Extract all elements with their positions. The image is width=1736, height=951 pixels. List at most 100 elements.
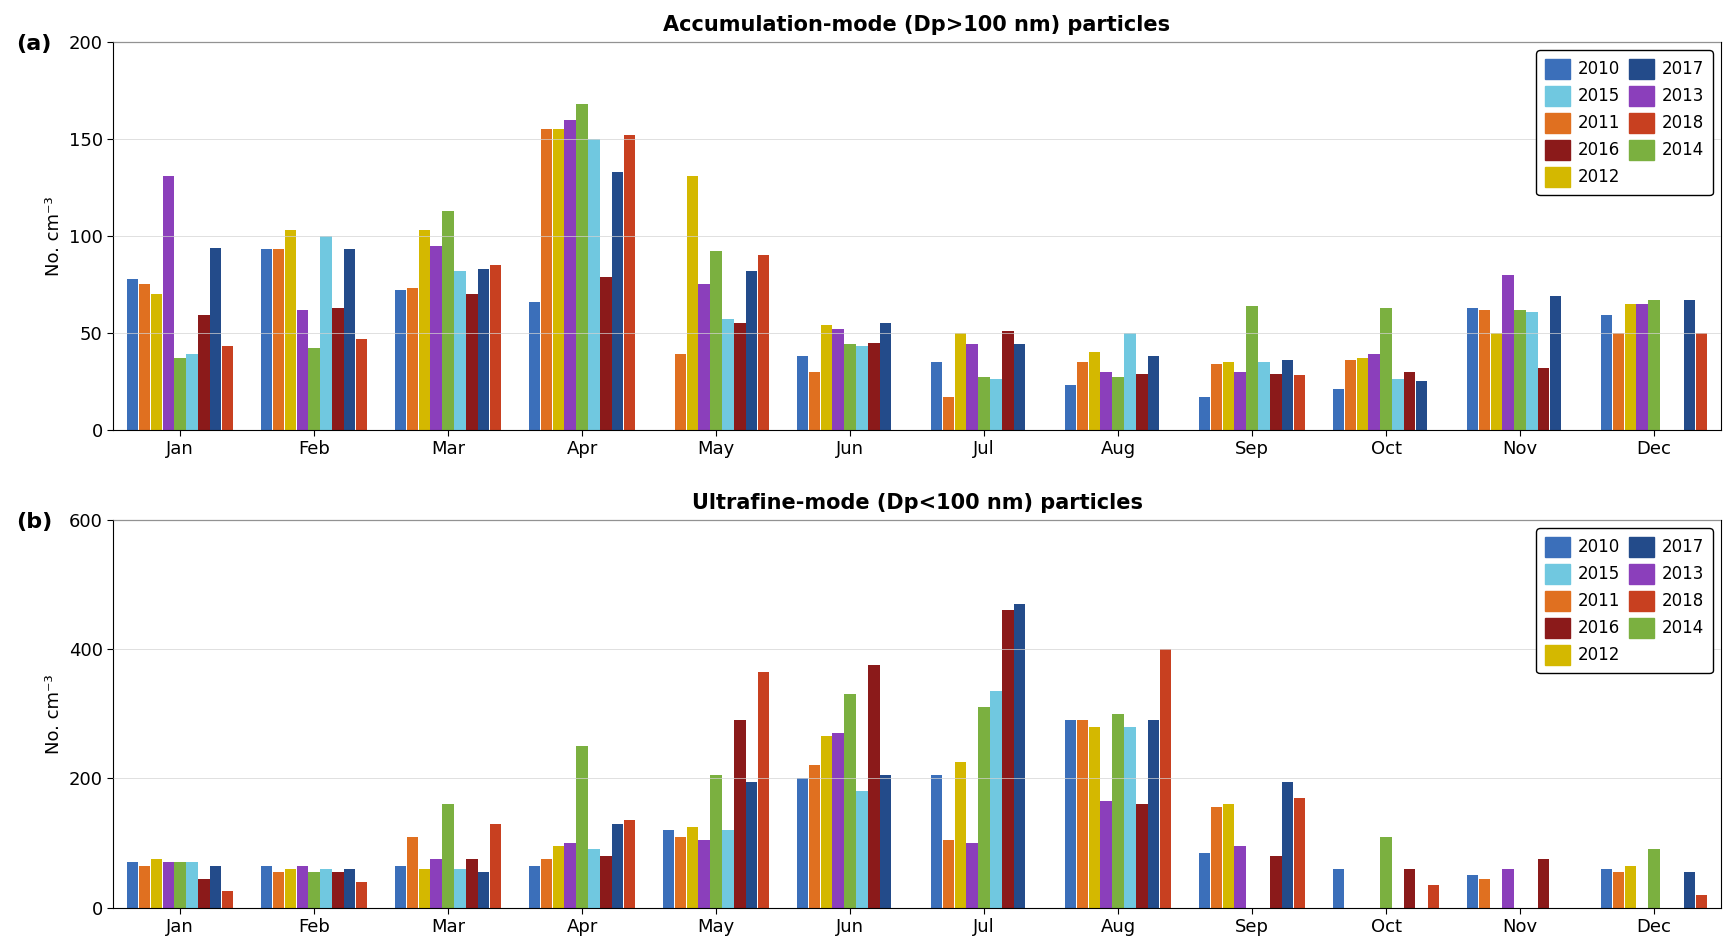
- Title: Accumulation-mode (Dp>100 nm) particles: Accumulation-mode (Dp>100 nm) particles: [663, 15, 1170, 35]
- Bar: [273, 249, 285, 430]
- Bar: [990, 691, 1002, 907]
- Bar: [1246, 305, 1257, 430]
- Bar: [930, 362, 943, 430]
- Bar: [1076, 720, 1088, 907]
- Bar: [540, 129, 552, 430]
- Bar: [1064, 720, 1076, 907]
- Bar: [686, 826, 698, 907]
- Bar: [1684, 300, 1696, 430]
- Bar: [1392, 379, 1404, 430]
- Bar: [1088, 727, 1101, 907]
- Bar: [260, 865, 273, 907]
- Y-axis label: No. cm⁻³: No. cm⁻³: [45, 196, 62, 276]
- Bar: [943, 397, 955, 430]
- Bar: [564, 120, 576, 430]
- Bar: [285, 230, 295, 430]
- Bar: [198, 316, 210, 430]
- Bar: [1113, 714, 1123, 907]
- Bar: [273, 872, 285, 907]
- Bar: [930, 775, 943, 907]
- Bar: [1502, 275, 1514, 430]
- Bar: [564, 843, 576, 907]
- Bar: [1101, 372, 1111, 430]
- Bar: [1538, 859, 1550, 907]
- Bar: [163, 176, 174, 430]
- Bar: [663, 830, 674, 907]
- Bar: [1601, 316, 1613, 430]
- Bar: [601, 277, 611, 430]
- Bar: [979, 708, 990, 907]
- Bar: [1210, 807, 1222, 907]
- Bar: [1649, 849, 1660, 907]
- Bar: [431, 859, 443, 907]
- Bar: [174, 358, 186, 430]
- Bar: [1135, 805, 1147, 907]
- Bar: [1200, 397, 1210, 430]
- Bar: [1479, 310, 1489, 430]
- Bar: [1088, 352, 1101, 430]
- Bar: [222, 346, 233, 430]
- Bar: [613, 172, 623, 430]
- Bar: [309, 872, 319, 907]
- Bar: [1113, 378, 1123, 430]
- Bar: [746, 782, 757, 907]
- Bar: [686, 176, 698, 430]
- Bar: [529, 865, 540, 907]
- Bar: [809, 766, 819, 907]
- Bar: [1135, 374, 1147, 430]
- Bar: [1333, 389, 1344, 430]
- Bar: [1076, 362, 1088, 430]
- Bar: [163, 863, 174, 907]
- Bar: [394, 290, 406, 430]
- Bar: [1101, 801, 1111, 907]
- Bar: [1637, 303, 1647, 430]
- Bar: [613, 824, 623, 907]
- Bar: [1014, 604, 1026, 907]
- Bar: [698, 840, 710, 907]
- Bar: [710, 775, 722, 907]
- Bar: [285, 869, 295, 907]
- Bar: [198, 879, 210, 907]
- Bar: [601, 856, 611, 907]
- Bar: [821, 325, 832, 430]
- Bar: [139, 284, 149, 430]
- Bar: [1467, 307, 1477, 430]
- Legend: 2010, 2015, 2011, 2016, 2012, 2017, 2013, 2018, 2014, : 2010, 2015, 2011, 2016, 2012, 2017, 2013…: [1536, 50, 1713, 196]
- Bar: [734, 720, 745, 907]
- Bar: [186, 354, 198, 430]
- Bar: [1613, 333, 1623, 430]
- Bar: [297, 310, 307, 430]
- Bar: [1002, 331, 1014, 430]
- Bar: [979, 378, 990, 430]
- Bar: [1625, 865, 1635, 907]
- Bar: [394, 865, 406, 907]
- Bar: [1601, 869, 1613, 907]
- Bar: [443, 805, 453, 907]
- Bar: [589, 849, 599, 907]
- Bar: [1333, 869, 1344, 907]
- Bar: [321, 869, 332, 907]
- Bar: [297, 865, 307, 907]
- Bar: [418, 230, 431, 430]
- Bar: [1259, 362, 1269, 430]
- Bar: [1200, 853, 1210, 907]
- Bar: [431, 245, 443, 430]
- Bar: [490, 824, 502, 907]
- Bar: [467, 859, 477, 907]
- Bar: [833, 329, 844, 430]
- Bar: [759, 255, 769, 430]
- Bar: [1234, 372, 1246, 430]
- Bar: [321, 236, 332, 430]
- Bar: [540, 859, 552, 907]
- Bar: [1064, 385, 1076, 430]
- Bar: [589, 139, 599, 430]
- Bar: [1210, 364, 1222, 430]
- Bar: [477, 872, 490, 907]
- Bar: [529, 301, 540, 430]
- Bar: [222, 891, 233, 907]
- Bar: [1147, 720, 1160, 907]
- Bar: [127, 279, 139, 430]
- Bar: [1550, 296, 1561, 430]
- Bar: [1404, 869, 1415, 907]
- Bar: [139, 865, 149, 907]
